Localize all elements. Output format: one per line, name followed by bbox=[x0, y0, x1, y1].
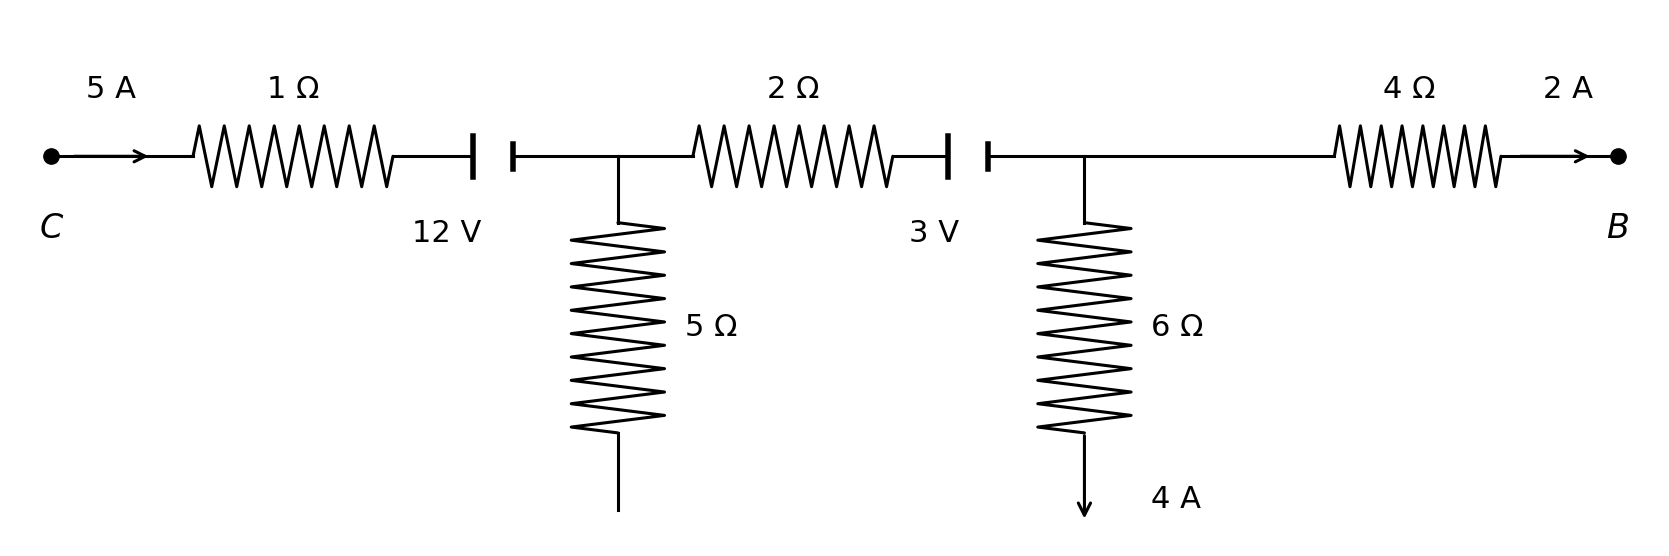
Text: 2 A: 2 A bbox=[1542, 76, 1592, 105]
Text: 4 A: 4 A bbox=[1152, 485, 1202, 514]
Text: 3 V: 3 V bbox=[910, 219, 960, 248]
Text: 5 Ω: 5 Ω bbox=[684, 313, 738, 342]
Text: 1 Ω: 1 Ω bbox=[267, 76, 319, 105]
Text: 12 V: 12 V bbox=[412, 219, 481, 248]
Text: 2 Ω: 2 Ω bbox=[766, 76, 819, 105]
Text: B: B bbox=[1606, 212, 1629, 245]
Text: 6 Ω: 6 Ω bbox=[1152, 313, 1203, 342]
Text: C: C bbox=[40, 212, 63, 245]
Text: 5 A: 5 A bbox=[87, 76, 137, 105]
Text: 4 Ω: 4 Ω bbox=[1384, 76, 1435, 105]
